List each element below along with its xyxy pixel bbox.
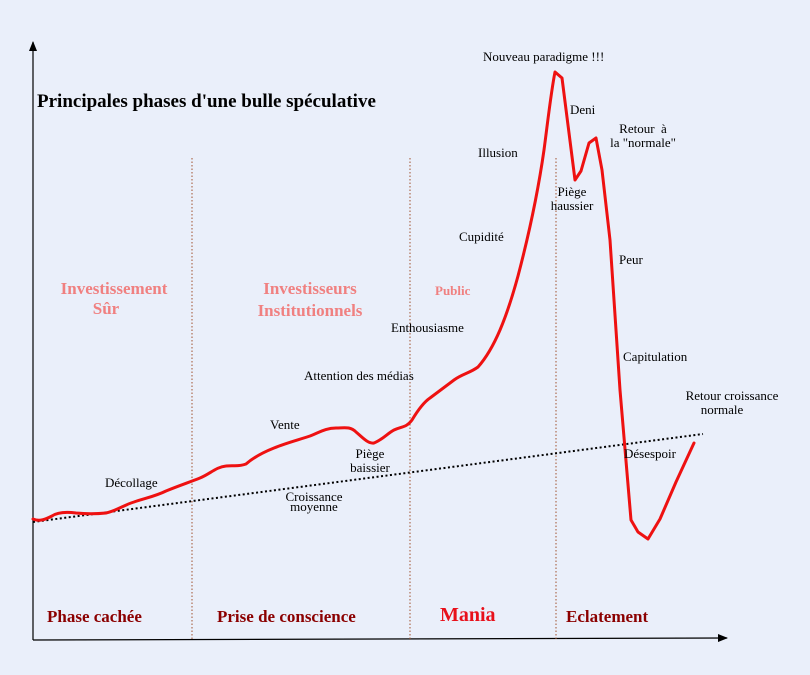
x-axis — [32, 634, 728, 643]
label-decollage: Décollage — [105, 475, 158, 490]
actor-public: Public — [435, 283, 471, 298]
label-deni: Deni — [570, 102, 596, 117]
actor-institutional-line-1: Investisseurs — [263, 279, 357, 298]
label-piege-baissier: Piège baissier — [340, 447, 400, 475]
label-vente: Vente — [270, 417, 300, 432]
label-croissance-moyenne: Croissance moyenne — [277, 489, 351, 514]
label-enthousiasme: Enthousiasme — [391, 320, 464, 335]
label-capitulation: Capitulation — [623, 349, 688, 364]
average-growth-line — [32, 433, 704, 523]
label-retour-croissance: Retour croissance normale — [672, 389, 792, 417]
label-piege-baissier-2: baissier — [350, 460, 390, 475]
label-attention-medias: Attention des médias — [304, 368, 414, 383]
actor-safe-line-2: Sûr — [92, 299, 120, 318]
label-piege-haussier: Piège haussier — [542, 185, 602, 213]
label-cupidite: Cupidité — [459, 229, 504, 244]
label-croissance-1: Croissance — [285, 489, 343, 504]
label-piege-haussier-1: Piège — [557, 184, 587, 199]
label-retour-normale-1: Retour à — [619, 121, 667, 136]
label-retour-croissance-2: normale — [700, 402, 744, 417]
label-illusion: Illusion — [478, 145, 518, 160]
actor-safe-investment: Investissement Sûr — [52, 279, 176, 319]
label-croissance-2: moyenne — [290, 499, 338, 514]
phase-hidden: Phase cachée — [47, 607, 142, 626]
label-nouveau-paradigme: Nouveau paradigme !!! — [483, 49, 605, 64]
phase-mania: Mania — [440, 604, 496, 626]
label-piege-baissier-1: Piège — [355, 446, 385, 461]
label-peur: Peur — [619, 252, 643, 267]
actor-institutional-line-2: Institutionnels — [257, 301, 363, 320]
label-retour-croissance-1: Retour croissance — [685, 388, 779, 403]
bubble-curve — [31, 70, 696, 541]
phase-awareness: Prise de conscience — [217, 607, 356, 626]
label-retour-normale-2: la "normale" — [610, 135, 676, 150]
label-retour-normale: Retour à la "normale" — [601, 122, 685, 150]
phase-burst: Eclatement — [566, 607, 649, 626]
label-desespoir: Désespoir — [624, 446, 676, 461]
actor-safe-line-1: Investissement — [60, 279, 168, 298]
actor-institutional: Investisseurs Institutionnels — [248, 279, 372, 321]
page-title: Principales phases d'une bulle spéculati… — [37, 91, 376, 112]
label-piege-haussier-2: haussier — [550, 198, 594, 213]
